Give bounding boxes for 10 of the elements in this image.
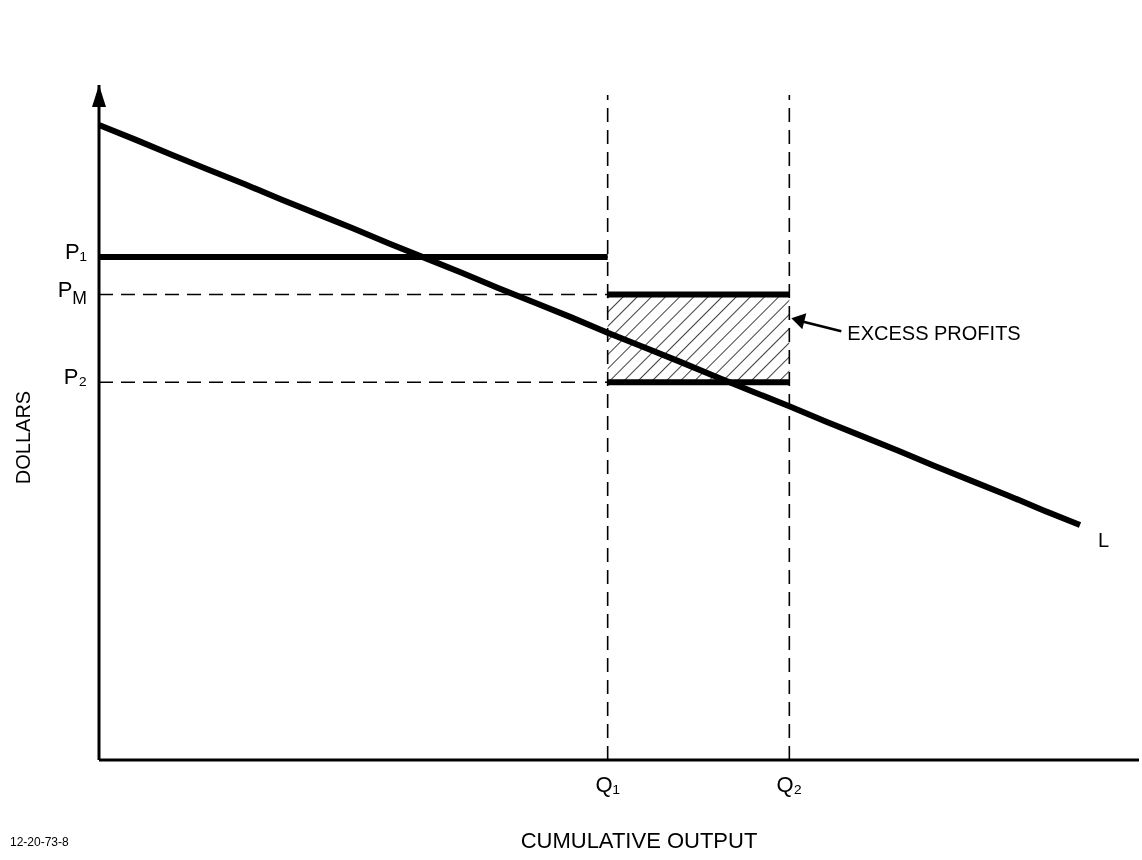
ref-line-label: P$_{M}$ (57, 276, 87, 308)
x-axis-title: CUMULATIVE OUTPUT (520, 828, 758, 853)
ref-line-label: P₁ (64, 239, 87, 265)
annotation: EXCESS PROFITS (847, 322, 1021, 345)
text: 12-20-73-8 (10, 835, 70, 849)
x-tick-label: Q₂ (776, 772, 803, 797)
ref-line-label: P₂ (63, 364, 87, 390)
series-label: L (1098, 529, 1110, 552)
x-tick-label: Q₁ (595, 772, 620, 797)
y-axis-title: DOLLARS (12, 390, 34, 485)
